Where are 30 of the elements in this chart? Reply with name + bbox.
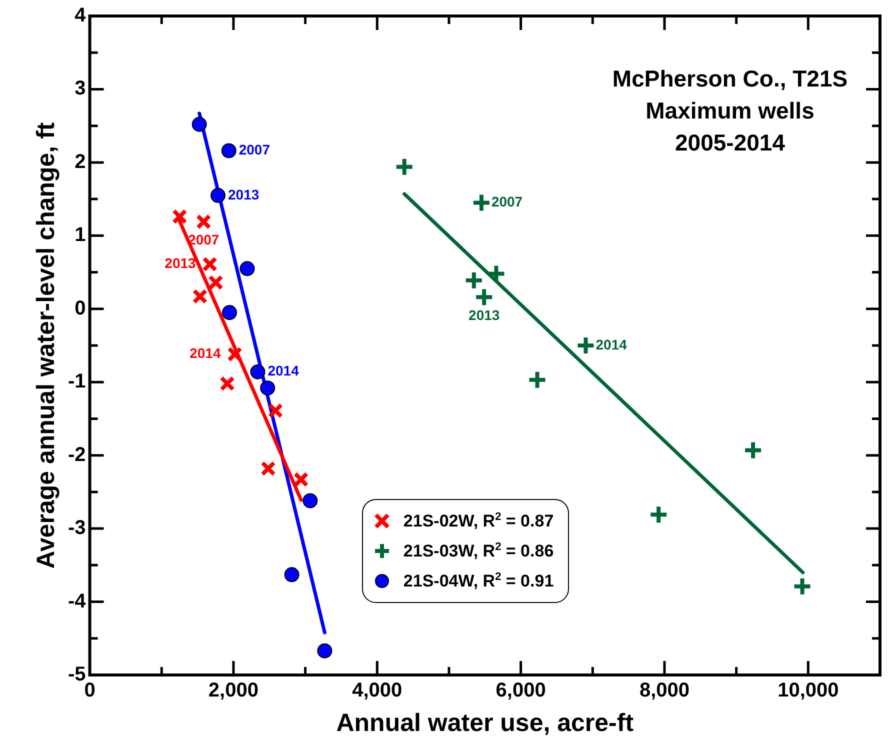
legend-label: 21S-04W, R$^{2}$ = 0.91 xyxy=(403,570,554,592)
legend-label: 21S-03W, R$^{2}$ = 0.86 xyxy=(403,540,554,562)
y-tick-label: -4 xyxy=(68,590,87,612)
annotation: 2007 xyxy=(238,142,270,158)
x-tick-label: 4,000 xyxy=(352,680,402,702)
annotation: 2007 xyxy=(188,232,220,248)
annotation: 2007 xyxy=(491,194,523,210)
y-tick-label: -3 xyxy=(68,517,86,540)
annotation: 2014 xyxy=(268,362,300,379)
text: McPherson Co., T21S Maximum wells 2005-2014 xyxy=(612,65,848,156)
x-tick-label: 10,000 xyxy=(778,680,839,702)
y-tick-label: 0 xyxy=(74,297,86,320)
y-tick-label: 1 xyxy=(74,224,86,246)
y-tick-label: 2 xyxy=(74,150,86,173)
x-axis-title: Annual water use, acre-ft xyxy=(336,708,634,737)
y-tick-label: -2 xyxy=(68,444,86,466)
annotation: 2014 xyxy=(596,336,628,352)
y-tick-label: -1 xyxy=(68,370,86,393)
x-tick-label: 8,000 xyxy=(639,680,690,702)
x-tick-label: 6,000 xyxy=(496,680,546,702)
x-tick-label: 2,000 xyxy=(208,680,258,702)
annotation: 2014 xyxy=(190,345,221,362)
y-tick-label: 3 xyxy=(74,78,86,100)
y-axis-title: Average annual water-level change, ft xyxy=(32,122,60,569)
annotation: 2013 xyxy=(164,255,196,272)
y-tick-label: -5 xyxy=(68,664,86,686)
annotation: 2013 xyxy=(468,307,500,324)
annotation: 2013 xyxy=(228,186,260,202)
legend-label: 21S-02W, R$^{2}$ = 0.87 xyxy=(403,510,554,532)
y-tick-label: 4 xyxy=(74,4,87,27)
